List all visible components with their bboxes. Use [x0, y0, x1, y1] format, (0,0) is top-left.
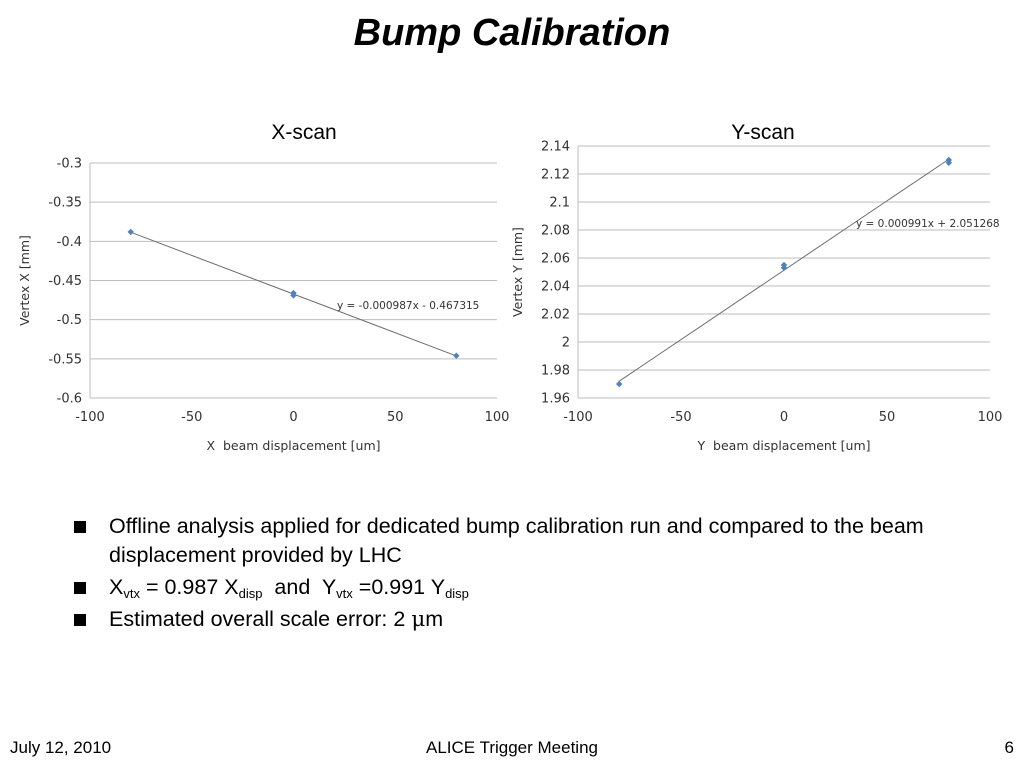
y-tick-label: -0.45 — [48, 274, 82, 289]
greek-symbol: μ — [411, 607, 426, 632]
footer-page-number: 6 — [1004, 738, 1014, 757]
bullet-text-segment: and Y — [262, 575, 337, 599]
y-tick-label: 1.98 — [541, 364, 570, 379]
footer-date: July 12, 2010 — [10, 738, 112, 757]
square-bullet-icon — [74, 582, 86, 594]
x-tick-label: -50 — [670, 410, 691, 425]
y-tick-label: -0.5 — [57, 313, 82, 328]
x-tick-label: 50 — [387, 410, 404, 425]
x-scan-chart-svg: X-scan -0.3 -0.35 -0.4 -0.45 -0.5 -0.55 -0.6 -10… — [17, 121, 510, 453]
bullet-text-segment: Estimated overall scale error: 2 — [109, 607, 412, 631]
bullet-item: Estimated overall scale error: 2 μm — [72, 605, 982, 634]
y-tick-label: 2.12 — [541, 168, 570, 183]
data-point — [453, 352, 460, 359]
y-tick-label: 2.02 — [541, 308, 570, 323]
subscript-text: disp — [445, 586, 469, 601]
y-tick-label: 2 — [562, 336, 570, 351]
y-axis-label: Vertex Y [mm] — [510, 227, 525, 317]
bullet-text-segment: = 0.987 X — [139, 575, 239, 599]
x-tick-label: -100 — [75, 410, 105, 425]
y-tick-label: 2.06 — [541, 252, 570, 267]
y-tick-label: 1.96 — [541, 392, 570, 407]
bullet-item: Offline analysis applied for dedicated b… — [72, 512, 982, 570]
x-tick-label: 0 — [289, 410, 297, 425]
data-point — [616, 380, 623, 388]
chart-title: Y-scan — [731, 121, 794, 144]
bullet-text-segment: =0.991 Y — [352, 575, 446, 599]
data-point — [127, 228, 134, 236]
x-tick-label: 100 — [978, 410, 1003, 425]
y-tick-label: -0.6 — [57, 392, 82, 407]
x-axis-label: Y beam displacement [um] — [696, 438, 870, 453]
y-scan-chart: Y-scan 2.14 2.12 2.1 2.08 2.06 2.04 2.02 2 1.98 1.… — [505, 112, 1010, 467]
y-axis-label: Vertex X [mm] — [17, 235, 32, 326]
subscript-text: vtx — [336, 586, 353, 601]
y-tick-label: -0.35 — [48, 196, 82, 211]
x-tick-label: 100 — [485, 410, 510, 425]
bullet-text-segment: X — [109, 575, 124, 599]
x-axis-label: X beam displacement [um] — [206, 438, 380, 453]
x-tick-label: 0 — [780, 410, 788, 425]
y-tick-label: 2.04 — [541, 280, 570, 295]
y-tick-label: -0.55 — [48, 352, 82, 367]
bullet-text-segment: m — [425, 607, 444, 631]
subscript-text: vtx — [123, 586, 140, 601]
trendline-equation: y = -0.000987x - 0.467315 — [337, 300, 479, 312]
data-point — [780, 261, 788, 269]
footer-meeting-title: ALICE Trigger Meeting — [426, 738, 598, 757]
bullet-text: Offline analysis applied for dedicated b… — [109, 514, 924, 567]
y-tick-label: 2.08 — [541, 224, 570, 239]
y-tick-label: -0.4 — [57, 235, 82, 250]
x-tick-label: -50 — [181, 410, 202, 425]
subscript-text: disp — [238, 586, 263, 601]
x-scan-chart: X-scan -0.3 -0.35 -0.4 -0.45 -0.5 -0.55 -0.6 -10… — [12, 112, 512, 467]
chart-title: X-scan — [271, 121, 336, 144]
x-tick-label: 50 — [879, 410, 896, 425]
slide-title: Bump Calibration — [353, 12, 671, 54]
square-bullet-icon — [74, 521, 86, 533]
bullet-list: Offline analysis applied for dedicated b… — [72, 512, 982, 637]
y-tick-label: -0.3 — [57, 157, 82, 172]
y-scan-chart-svg: Y-scan 2.14 2.12 2.1 2.08 2.06 2.04 2.02 2 1.98 1.… — [510, 121, 1003, 453]
y-tick-label: 2.14 — [541, 140, 570, 155]
trendline-equation: y = 0.000991x + 2.051268 — [856, 218, 1000, 230]
y-tick-label: 2.1 — [549, 196, 570, 211]
bullet-item: Xvtx = 0.987 Xdisp and Yvtx =0.991 Ydisp — [72, 573, 982, 602]
square-bullet-icon — [74, 614, 86, 626]
x-tick-label: -100 — [563, 410, 593, 425]
